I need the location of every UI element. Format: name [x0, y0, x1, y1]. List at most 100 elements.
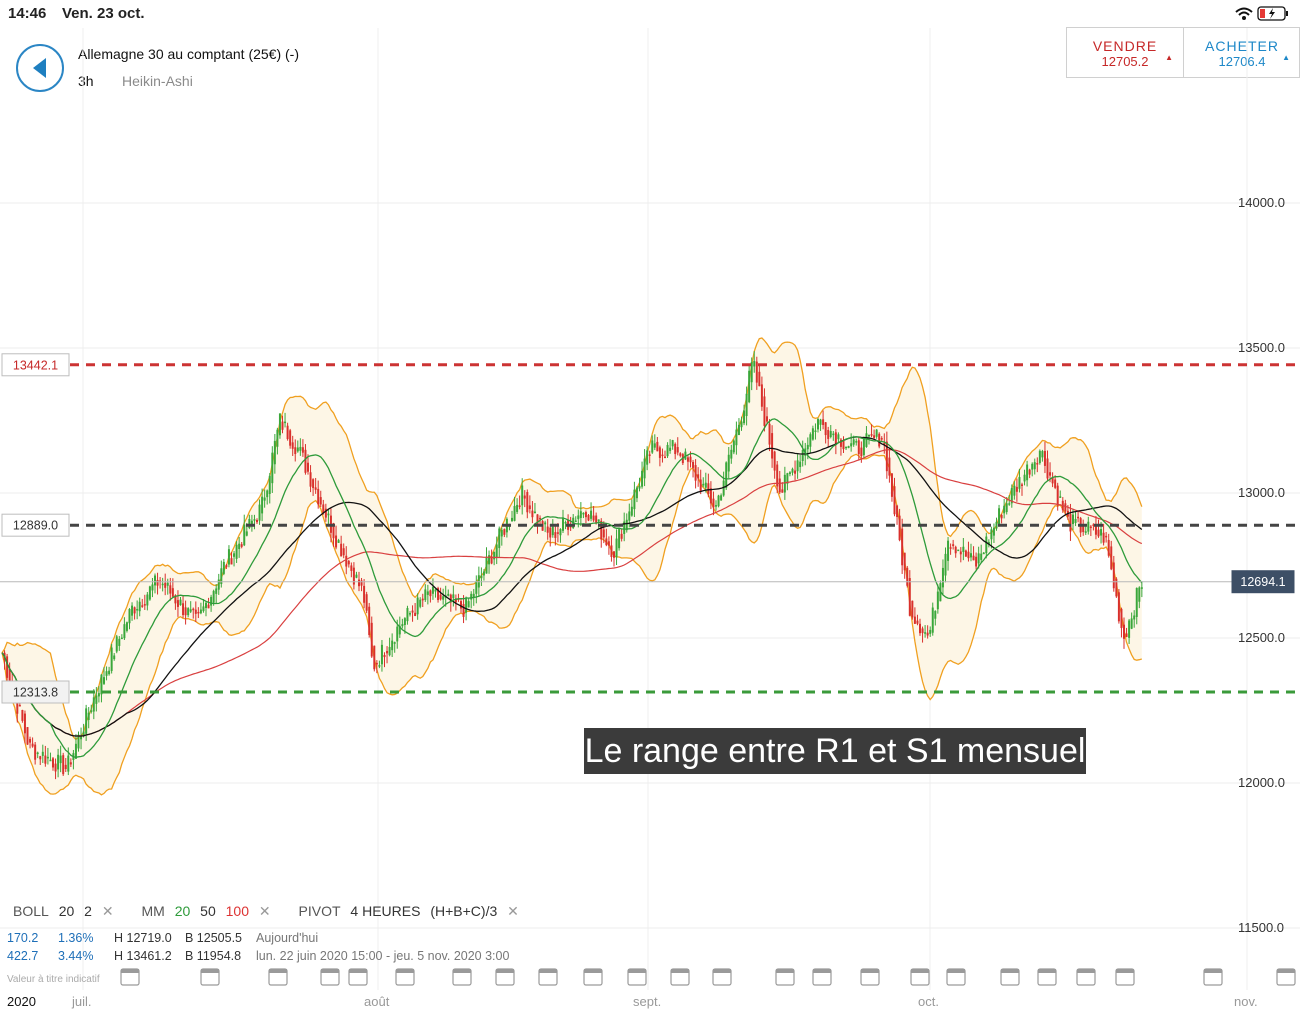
candle-body	[286, 425, 289, 440]
calendar-icon-header	[861, 969, 879, 973]
candle-body	[832, 433, 835, 436]
back-button[interactable]	[16, 44, 64, 92]
candle-body	[1100, 529, 1103, 536]
candle-body	[212, 590, 215, 603]
sell-price: 12705.2	[1101, 54, 1149, 69]
candle-body	[1026, 464, 1029, 481]
calendar-icon-header	[539, 969, 557, 973]
candle-body	[873, 435, 876, 438]
calendar-icon-header	[496, 969, 514, 973]
sell-up-arrow-icon: ▲	[1165, 53, 1173, 62]
remove-boll-icon[interactable]: ✕	[101, 903, 114, 919]
candle-body	[926, 632, 929, 636]
remove-pivot-icon[interactable]: ✕	[507, 903, 519, 919]
timeframe-selector[interactable]: 3h	[78, 73, 94, 89]
candle-body	[452, 594, 455, 599]
candle-body	[1051, 477, 1054, 484]
candle-body	[633, 489, 636, 510]
candle-body	[735, 429, 738, 446]
candle-body	[164, 582, 167, 588]
candle-body	[970, 553, 972, 558]
candle-body	[141, 605, 144, 607]
calendar-icon-header	[713, 969, 731, 973]
candle-body	[760, 384, 763, 407]
candle-body	[1028, 469, 1031, 475]
candle-body	[870, 434, 873, 436]
candle-body	[41, 751, 44, 756]
candle-body	[875, 429, 878, 437]
candle-body	[406, 608, 409, 622]
remove-mm-icon[interactable]: ✕	[258, 903, 271, 919]
candle-body	[475, 581, 478, 594]
candle-body	[312, 479, 315, 489]
stat-period-range: lun. 22 juin 2020 15:00 - jeu. 5 nov. 20…	[256, 949, 510, 963]
candle-body	[794, 470, 797, 474]
candle-body	[824, 422, 827, 436]
candle-body	[569, 525, 572, 528]
candle-body	[554, 532, 557, 538]
chart-grid	[0, 28, 1300, 990]
candle-body	[539, 517, 542, 520]
candle-body	[205, 602, 207, 609]
stat-low-today: B 12505.5	[185, 931, 242, 945]
candle-body	[1000, 515, 1003, 519]
candle-body	[146, 594, 149, 606]
candle-body	[151, 584, 154, 591]
candle-body	[822, 419, 825, 425]
candle-body	[727, 454, 730, 472]
candle-body	[786, 473, 789, 484]
candle-body	[1049, 472, 1052, 476]
candle-body	[998, 508, 1001, 525]
candle-body	[1092, 524, 1095, 526]
candle-body	[1087, 521, 1090, 532]
candle-body	[363, 585, 366, 603]
chart-type-selector[interactable]: Heikin-Ashi	[122, 73, 193, 89]
candle-body	[276, 429, 279, 447]
candle-body	[985, 536, 988, 554]
candle-body	[64, 764, 67, 770]
candle-body	[977, 553, 980, 564]
pivot-name[interactable]: PIVOT	[298, 903, 341, 919]
candle-body	[199, 609, 202, 614]
calendar-events	[120, 968, 1296, 986]
candle-body	[301, 447, 304, 453]
candle-body	[528, 505, 531, 510]
candle-body	[592, 515, 595, 521]
candle-body	[355, 574, 358, 578]
candle-body	[725, 462, 728, 488]
calendar-icon-header	[1077, 969, 1095, 973]
candle-body	[1008, 503, 1011, 505]
bollinger-bands	[1, 337, 1143, 796]
candle-body	[944, 553, 947, 576]
buy-button[interactable]: ACHETER 12706.4 ▲	[1184, 28, 1300, 77]
sell-button[interactable]: VENDRE 12705.2 ▲	[1067, 28, 1184, 77]
candle-body	[26, 727, 29, 745]
candle-body	[133, 607, 136, 614]
pivot-price-tag-box	[1, 513, 70, 537]
candle-body	[809, 434, 812, 447]
boll-name[interactable]: BOLL	[13, 903, 49, 919]
candle-body	[579, 511, 582, 518]
candle-body	[123, 624, 126, 639]
candle-body	[679, 453, 682, 456]
candle-body	[669, 447, 672, 451]
candle-body	[154, 575, 156, 586]
candle-body	[658, 447, 661, 458]
candle-body	[590, 510, 593, 519]
pivot-levels	[0, 363, 1295, 694]
candle-body	[745, 393, 748, 417]
candle-body	[493, 551, 496, 560]
candle-body	[643, 458, 646, 479]
mm-name[interactable]: MM	[141, 903, 165, 919]
candle-body	[934, 610, 937, 619]
candle-body	[171, 588, 174, 597]
candle-body	[250, 520, 253, 526]
candle-body	[913, 616, 916, 624]
candle-body	[814, 430, 817, 433]
candle-body	[511, 517, 513, 522]
candle-body	[370, 622, 373, 657]
candle-body	[982, 552, 985, 555]
x-tick-label: oct.	[918, 994, 939, 1009]
candle-body	[1097, 529, 1100, 537]
